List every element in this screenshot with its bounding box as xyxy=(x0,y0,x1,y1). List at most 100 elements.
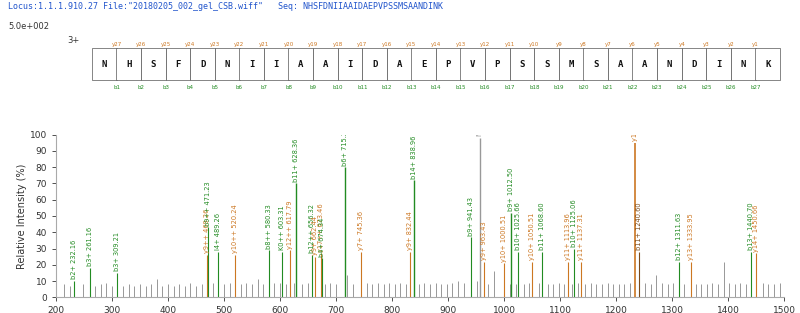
Text: y7: y7 xyxy=(605,42,611,47)
Text: S: S xyxy=(150,60,156,69)
Text: b17: b17 xyxy=(505,85,515,90)
Text: b2: b2 xyxy=(138,85,145,90)
Text: y14+ 1450.66: y14+ 1450.66 xyxy=(754,204,759,252)
Text: y9: y9 xyxy=(555,42,562,47)
Text: y9+ 832.44: y9+ 832.44 xyxy=(407,211,413,250)
Text: M: M xyxy=(569,60,574,69)
Text: S: S xyxy=(519,60,525,69)
Text: b15: b15 xyxy=(455,85,466,90)
Text: b13: b13 xyxy=(406,85,417,90)
Text: y9+ 662.44: y9+ 662.44 xyxy=(312,216,318,255)
Text: A: A xyxy=(618,60,623,69)
Text: y3: y3 xyxy=(703,42,710,47)
Text: y7+ 745.36: y7+ 745.36 xyxy=(358,211,365,250)
Text: b14+ 838.96: b14+ 838.96 xyxy=(411,135,417,178)
Text: b3+ 309.21: b3+ 309.21 xyxy=(114,232,120,271)
Text: y9++ 469.26: y9++ 469.26 xyxy=(204,209,210,254)
Text: y6: y6 xyxy=(629,42,636,47)
Text: N: N xyxy=(102,60,107,69)
Text: D: D xyxy=(200,60,206,69)
Text: b9+ 1012.50: b9+ 1012.50 xyxy=(508,168,514,211)
Text: y13: y13 xyxy=(455,42,466,47)
Text: E: E xyxy=(421,60,426,69)
Text: b4: b4 xyxy=(186,85,194,90)
Text: b12: b12 xyxy=(382,85,392,90)
Y-axis label: Relative Intensity (%): Relative Intensity (%) xyxy=(17,163,27,269)
Text: I: I xyxy=(249,60,254,69)
Text: b11: b11 xyxy=(357,85,367,90)
Text: y15: y15 xyxy=(406,42,417,47)
Text: F: F xyxy=(175,60,181,69)
Text: y10++ 520.24: y10++ 520.24 xyxy=(232,205,238,254)
Text: y2: y2 xyxy=(727,42,734,47)
Text: b11+ 628.36: b11+ 628.36 xyxy=(293,138,299,182)
Text: y16: y16 xyxy=(382,42,392,47)
Text: b1: b1 xyxy=(113,85,120,90)
Text: y5: y5 xyxy=(654,42,661,47)
Text: b4+ 674.34: b4+ 674.34 xyxy=(318,217,325,257)
Text: y10: y10 xyxy=(529,42,539,47)
Text: b26: b26 xyxy=(726,85,736,90)
Text: b12+ 1311.63: b12+ 1311.63 xyxy=(675,213,682,260)
Text: y21: y21 xyxy=(259,42,269,47)
Text: b9++ 471.23: b9++ 471.23 xyxy=(205,181,211,226)
Text: b9+ 941.43: b9+ 941.43 xyxy=(468,197,474,235)
Text: b19: b19 xyxy=(554,85,564,90)
Text: y26: y26 xyxy=(136,42,146,47)
Text: b10+ 1025.66: b10+ 1025.66 xyxy=(515,203,522,250)
Text: b23: b23 xyxy=(652,85,662,90)
Text: b27: b27 xyxy=(750,85,761,90)
Text: y12: y12 xyxy=(480,42,490,47)
Text: y1: y1 xyxy=(752,42,759,47)
Text: y9+ 963.43: y9+ 963.43 xyxy=(481,221,486,260)
Text: b8++ 580.33: b8++ 580.33 xyxy=(266,204,272,249)
Text: A: A xyxy=(397,60,402,69)
Text: I4+ 489.26: I4+ 489.26 xyxy=(215,213,221,250)
Text: y4: y4 xyxy=(678,42,685,47)
Text: b3+ 261.16: b3+ 261.16 xyxy=(86,227,93,266)
Text: K: K xyxy=(765,60,770,69)
Text: b14: b14 xyxy=(430,85,442,90)
Text: y11+ 1137.31: y11+ 1137.31 xyxy=(578,213,584,260)
Text: b10+ 1125.06: b10+ 1125.06 xyxy=(571,199,577,247)
Text: b11+ 1068.60: b11+ 1068.60 xyxy=(539,203,546,250)
Text: b6: b6 xyxy=(236,85,243,90)
Text: N: N xyxy=(741,60,746,69)
Text: Locus:1.1.1.910.27 File:"20180205_002_gel_CSB.wiff"   Seq: NHSFDNIIAAIDAEPVPSSMS: Locus:1.1.1.910.27 File:"20180205_002_ge… xyxy=(8,2,443,11)
Text: A: A xyxy=(642,60,647,69)
Text: b7: b7 xyxy=(261,85,267,90)
Text: 3+: 3+ xyxy=(68,36,80,45)
Text: N: N xyxy=(666,60,672,69)
Text: b20: b20 xyxy=(578,85,589,90)
Text: y10+ 1050.51: y10+ 1050.51 xyxy=(530,213,535,260)
Text: y17: y17 xyxy=(357,42,367,47)
Text: I: I xyxy=(347,60,353,69)
Text: S: S xyxy=(593,60,598,69)
Text: D: D xyxy=(372,60,378,69)
Text: y12+ 1234: y12+ 1234 xyxy=(632,105,638,141)
Text: y11: y11 xyxy=(505,42,515,47)
Text: y8: y8 xyxy=(580,42,587,47)
Text: y27: y27 xyxy=(111,42,122,47)
Text: y20: y20 xyxy=(283,42,294,47)
Text: y14: y14 xyxy=(431,42,441,47)
Text: b12++ 656.32: b12++ 656.32 xyxy=(309,204,314,254)
Text: A: A xyxy=(322,60,328,69)
Text: I: I xyxy=(716,60,722,69)
Text: b22: b22 xyxy=(627,85,638,90)
Text: y17++ 673.46: y17++ 673.46 xyxy=(318,203,324,252)
Text: y24: y24 xyxy=(185,42,195,47)
Text: A: A xyxy=(298,60,303,69)
Text: P: P xyxy=(494,60,500,69)
Text: y13+ 1333.95: y13+ 1333.95 xyxy=(688,213,694,260)
Text: P: P xyxy=(446,60,451,69)
Text: y18: y18 xyxy=(333,42,343,47)
Text: H: H xyxy=(126,60,131,69)
Text: y12++ 617.79: y12++ 617.79 xyxy=(287,200,293,249)
Text: y11+ 1113.96: y11+ 1113.96 xyxy=(565,213,571,260)
Text: V: V xyxy=(470,60,475,69)
Text: b16: b16 xyxy=(480,85,490,90)
Text: MH++ 957.49: MH++ 957.49 xyxy=(477,90,483,136)
Text: b25: b25 xyxy=(701,85,711,90)
Text: b3: b3 xyxy=(162,85,170,90)
